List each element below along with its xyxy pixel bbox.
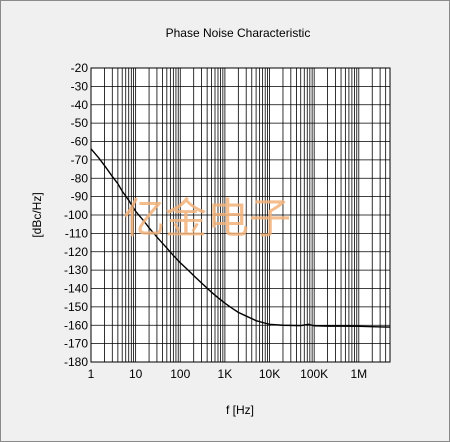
y-tick-label: -20 (71, 61, 89, 75)
chart-title: Phase Noise Characteristic (166, 26, 311, 40)
y-tick-label: -140 (64, 282, 88, 296)
x-tick-label: 10K (259, 367, 280, 381)
watermark-text: 亿金电子 (123, 194, 291, 243)
y-axis-ticks: -20 -30 -40 -50 -60 -70 -80 -90 -100 -110 -120 -130… (64, 61, 88, 369)
y-tick-label: -50 (71, 116, 89, 130)
x-tick-label: 100K (300, 367, 328, 381)
plot-border (90, 67, 391, 363)
x-tick-label: 1M (350, 367, 367, 381)
x-tick-label: 10 (129, 367, 143, 381)
y-tick-label: -160 (64, 318, 88, 332)
y-tick-label: -180 (64, 355, 88, 369)
y-tick-label: -170 (64, 337, 88, 351)
y-tick-label: -100 (64, 208, 88, 222)
y-tick-label: -80 (71, 171, 89, 185)
y-tick-label: -60 (71, 135, 89, 149)
y-tick-label: -90 (71, 190, 89, 204)
y-tick-label: -150 (64, 300, 88, 314)
y-tick-label: -120 (64, 245, 88, 259)
y-axis-label: [dBc/Hz] (30, 192, 44, 237)
series-line (90, 148, 391, 328)
y-tick-label: -110 (65, 226, 88, 240)
y-tick-label: -30 (71, 79, 89, 93)
y-tick-label: -70 (71, 153, 89, 167)
x-tick-label: 1 (88, 367, 95, 381)
grid (90, 67, 391, 363)
x-tick-label: 1K (218, 367, 233, 381)
y-tick-label: -40 (71, 98, 89, 112)
x-axis-ticks: 1 10 100 1K 10K 100K 1M (88, 367, 367, 381)
x-tick-label: 100 (170, 367, 190, 381)
x-axis-label: f [Hz] (226, 403, 254, 417)
y-tick-label: -130 (64, 263, 88, 277)
